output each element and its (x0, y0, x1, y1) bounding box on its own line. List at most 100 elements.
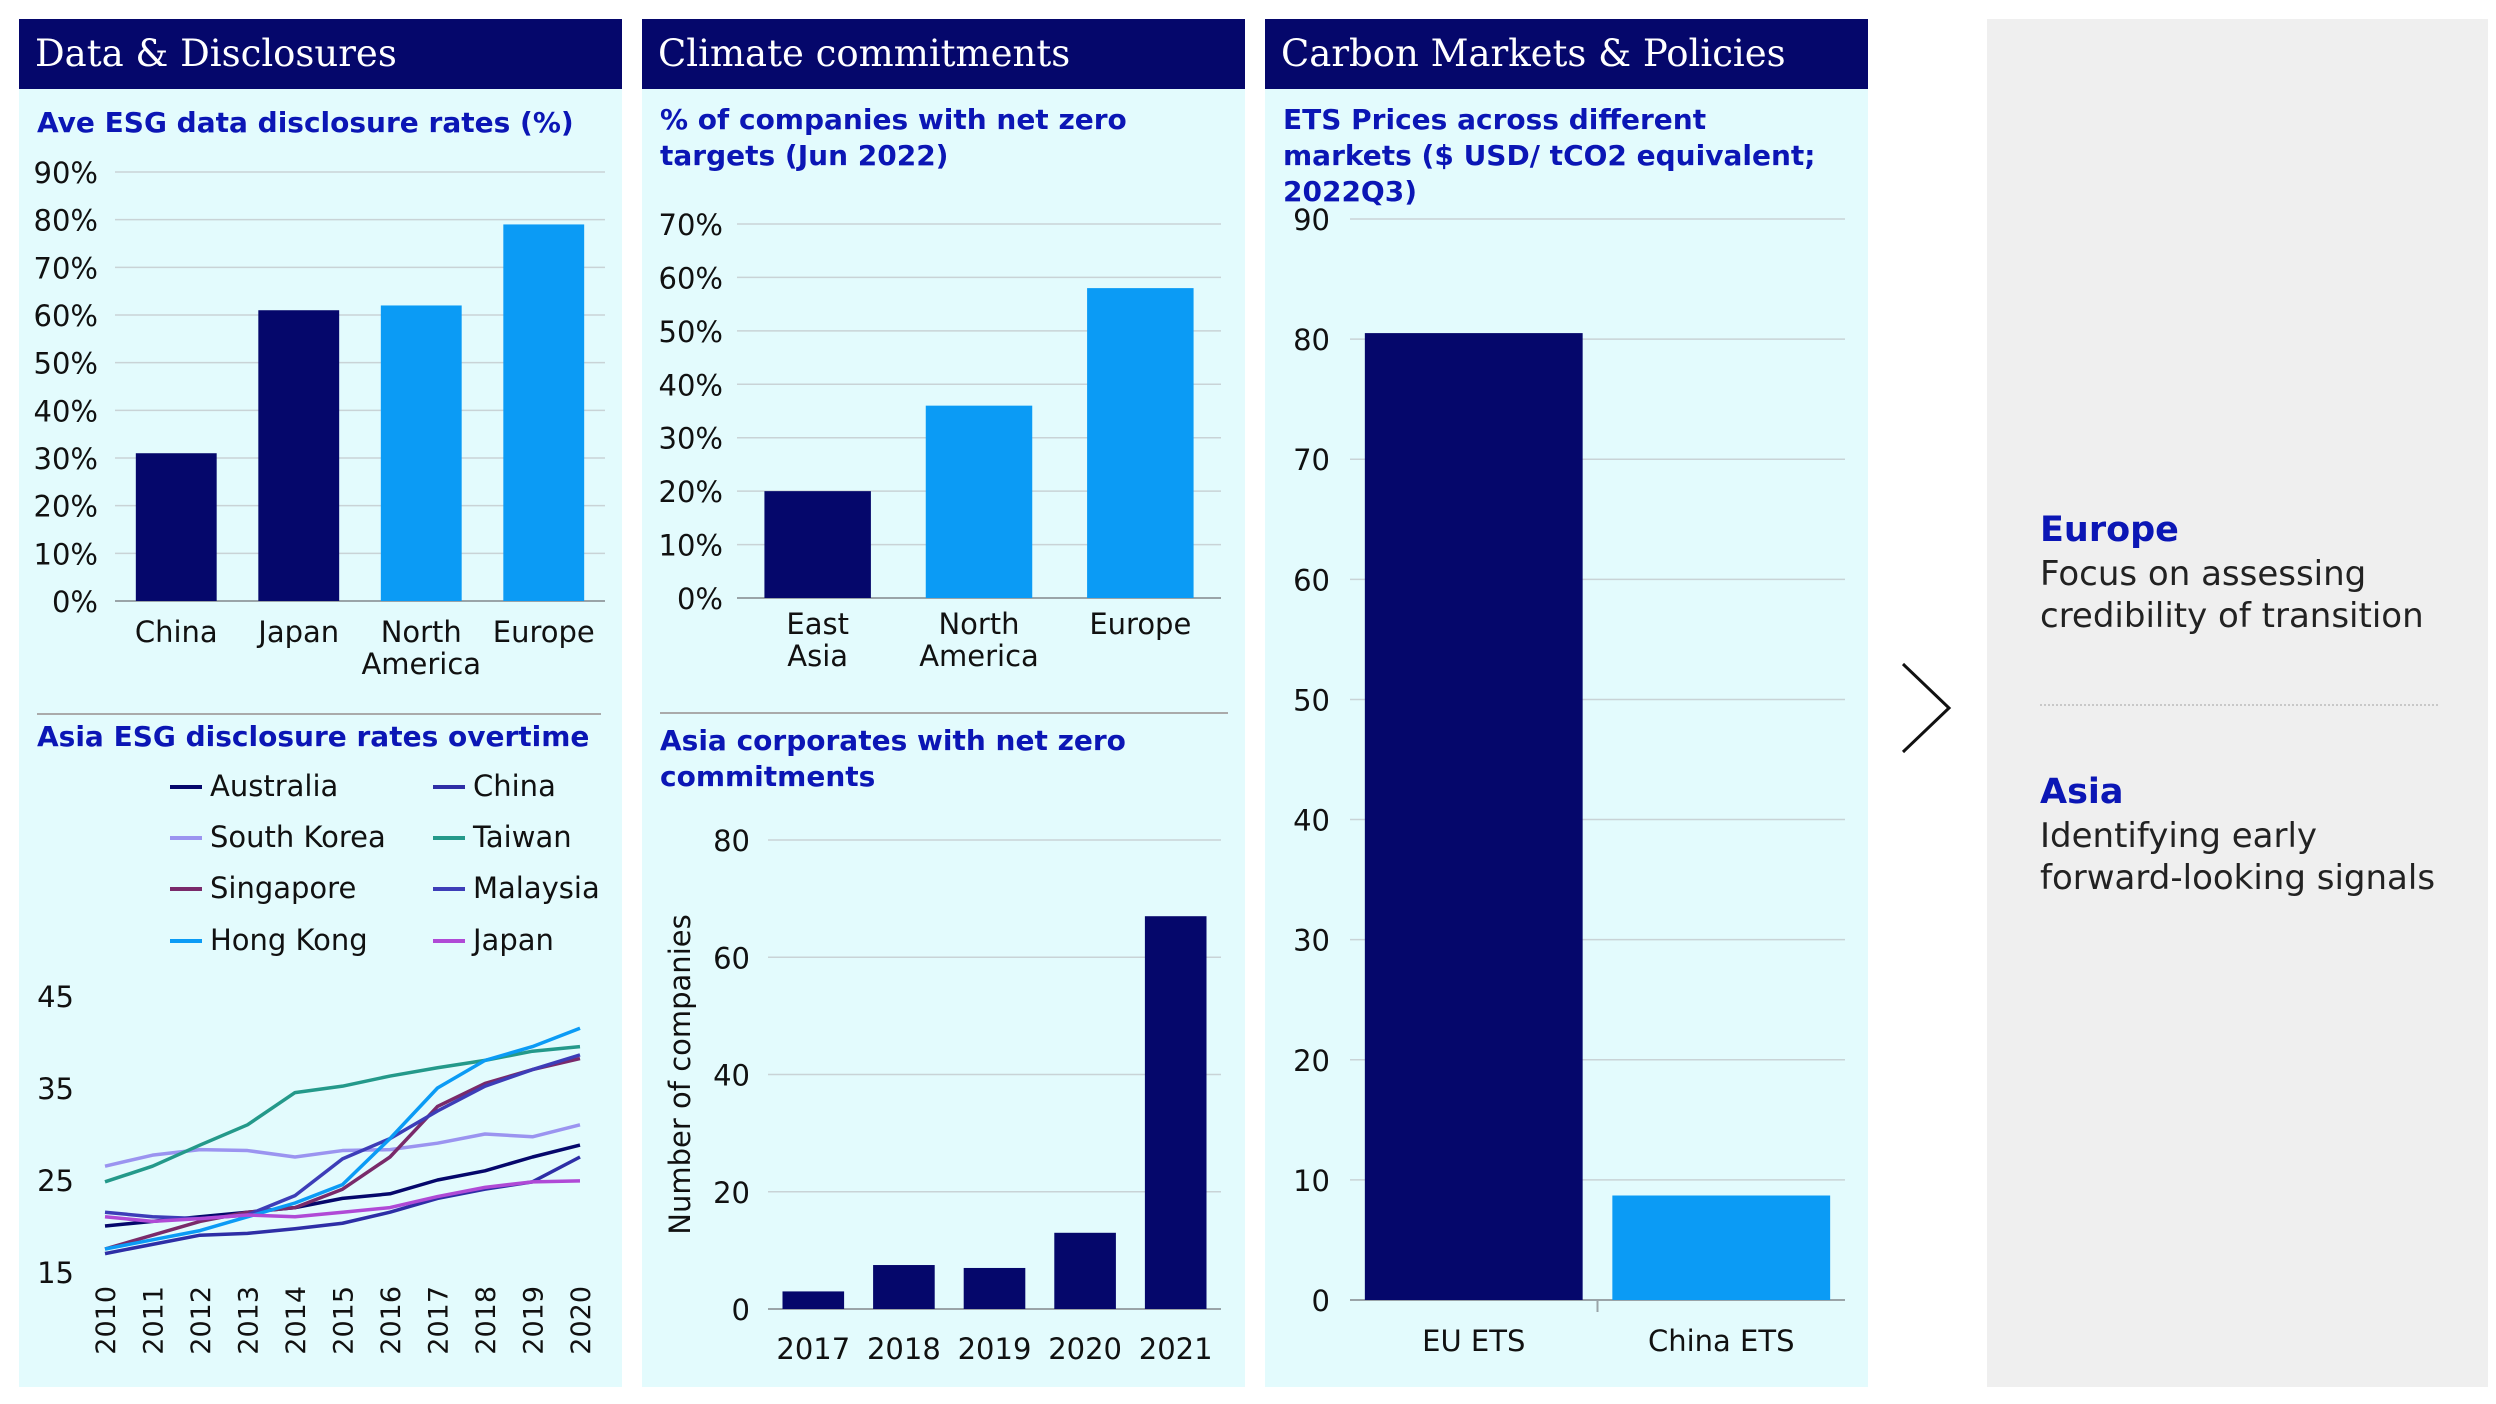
legend-label: South Korea (210, 820, 386, 854)
x-tick-label: 2013 (234, 1286, 265, 1355)
y-tick-label: 25 (37, 1164, 74, 1198)
divider (660, 712, 1228, 714)
panel-header-carbon-markets: Carbon Markets & Policies (1265, 19, 1868, 89)
y-tick-label: 20% (34, 490, 98, 524)
category-label: East (786, 607, 849, 641)
legend-label: Taiwan (472, 820, 572, 854)
y-tick-label: 60 (1293, 563, 1330, 597)
chevron-right-icon (1901, 662, 1952, 754)
chart-title-net-zero-commitments: Asia corporates with net zero commitment… (660, 724, 1126, 793)
y-tick-label: 0 (732, 1293, 750, 1327)
y-tick-label: 80 (1293, 323, 1330, 357)
y-tick-label: 10% (659, 529, 723, 563)
category-label: America (361, 647, 481, 681)
x-tick-label: 2020 (566, 1286, 597, 1355)
category-label: 2019 (958, 1332, 1032, 1366)
category-label: China ETS (1648, 1324, 1795, 1358)
category-label: Europe (1089, 607, 1191, 641)
y-tick-label: 90 (1293, 203, 1330, 237)
y-tick-label: 20 (1293, 1044, 1330, 1078)
category-label: 2020 (1048, 1332, 1122, 1366)
category-label: Japan (256, 615, 339, 649)
legend-label: Malaysia (473, 871, 600, 905)
category-label: North (381, 615, 462, 649)
y-tick-label: 80 (713, 824, 750, 858)
x-tick-label: 2017 (424, 1286, 455, 1355)
legend-label: Hong Kong (210, 923, 368, 957)
bar-2017 (782, 1291, 845, 1309)
y-tick-label: 60% (34, 299, 98, 333)
y-tick-label: 0% (677, 582, 723, 616)
category-label: Europe (493, 615, 595, 649)
line-taiwan (104, 1044, 581, 1184)
y-tick-label: 40 (1293, 804, 1330, 838)
y-tick-label: 40% (34, 394, 98, 428)
category-label: 2018 (867, 1332, 941, 1366)
category-label: 2017 (776, 1332, 850, 1366)
category-label: America (919, 639, 1039, 673)
y-axis-label: Number of companies (663, 914, 697, 1234)
line-china (104, 1155, 581, 1256)
x-tick-label: 2019 (519, 1286, 550, 1355)
y-tick-label: 35 (37, 1072, 74, 1106)
y-tick-label: 60 (713, 941, 750, 975)
bar-china (135, 453, 217, 601)
x-tick-label: 2012 (186, 1286, 217, 1355)
x-tick-label: 2014 (281, 1286, 312, 1355)
bar-eu-ets (1364, 333, 1583, 1300)
x-tick-label: 2018 (471, 1286, 502, 1355)
y-tick-label: 10% (34, 537, 98, 571)
panel-header-data-disclosures: Data & Disclosures (19, 19, 622, 89)
y-tick-label: 30 (1293, 924, 1330, 958)
legend-label: Singapore (210, 871, 356, 905)
insights-panel (1987, 19, 2488, 1387)
chart-title-net-zero-targets: % of companies with net zero targets (Ju… (660, 103, 1127, 172)
y-tick-label: 20 (713, 1176, 750, 1210)
x-tick-label: 2016 (376, 1286, 407, 1355)
asia-title: Asia (2040, 772, 2124, 812)
y-tick-label: 10 (1293, 1164, 1330, 1198)
x-tick-label: 2015 (329, 1286, 360, 1355)
y-tick-label: 20% (659, 475, 723, 509)
bar-europe (1087, 288, 1194, 598)
y-tick-label: 15 (37, 1256, 74, 1290)
bar-east-asia (764, 491, 871, 598)
chart-title-esg-disclosure: Ave ESG data disclosure rates (%) (37, 106, 574, 139)
y-tick-label: 90% (34, 156, 98, 190)
bar-north-america (925, 405, 1033, 598)
bar-europe (503, 224, 585, 601)
y-tick-label: 60% (659, 261, 723, 295)
y-tick-label: 30% (659, 422, 723, 456)
y-tick-label: 70% (34, 251, 98, 285)
bar-2019 (963, 1267, 1026, 1309)
y-tick-label: 40% (659, 368, 723, 402)
y-tick-label: 70% (659, 208, 723, 242)
y-tick-label: 50% (34, 347, 98, 381)
x-tick-label: 2011 (139, 1286, 170, 1355)
asia-text: Identifying early forward-looking signal… (2040, 816, 2436, 898)
y-tick-label: 80% (34, 204, 98, 238)
legend-label: Australia (210, 769, 338, 803)
bar-china-ets (1612, 1195, 1831, 1300)
x-tick-label: 2010 (91, 1286, 122, 1355)
category-label: Asia (787, 639, 848, 673)
chart-title-ets-prices: ETS Prices across different markets ($ U… (1283, 103, 1816, 208)
bar-2021 (1144, 916, 1207, 1309)
panel-climate-commitments: Climate commitments % of companies with … (642, 19, 1245, 1387)
line-japan (104, 1179, 581, 1224)
y-tick-label: 50% (659, 315, 723, 349)
category-label: EU ETS (1422, 1324, 1525, 1358)
category-label: 2021 (1139, 1332, 1213, 1366)
europe-title: Europe (2040, 510, 2179, 550)
chart-title-asia-esg: Asia ESG disclosure rates overtime (37, 720, 590, 753)
bar-north-america (380, 305, 462, 601)
divider (37, 713, 601, 715)
y-tick-label: 45 (37, 980, 74, 1014)
bar-2020 (1054, 1232, 1116, 1309)
bar-japan (258, 310, 340, 601)
divider (2040, 704, 2438, 706)
category-label: China (135, 615, 218, 649)
bar-2018 (873, 1265, 935, 1309)
y-tick-label: 40 (713, 1059, 750, 1093)
